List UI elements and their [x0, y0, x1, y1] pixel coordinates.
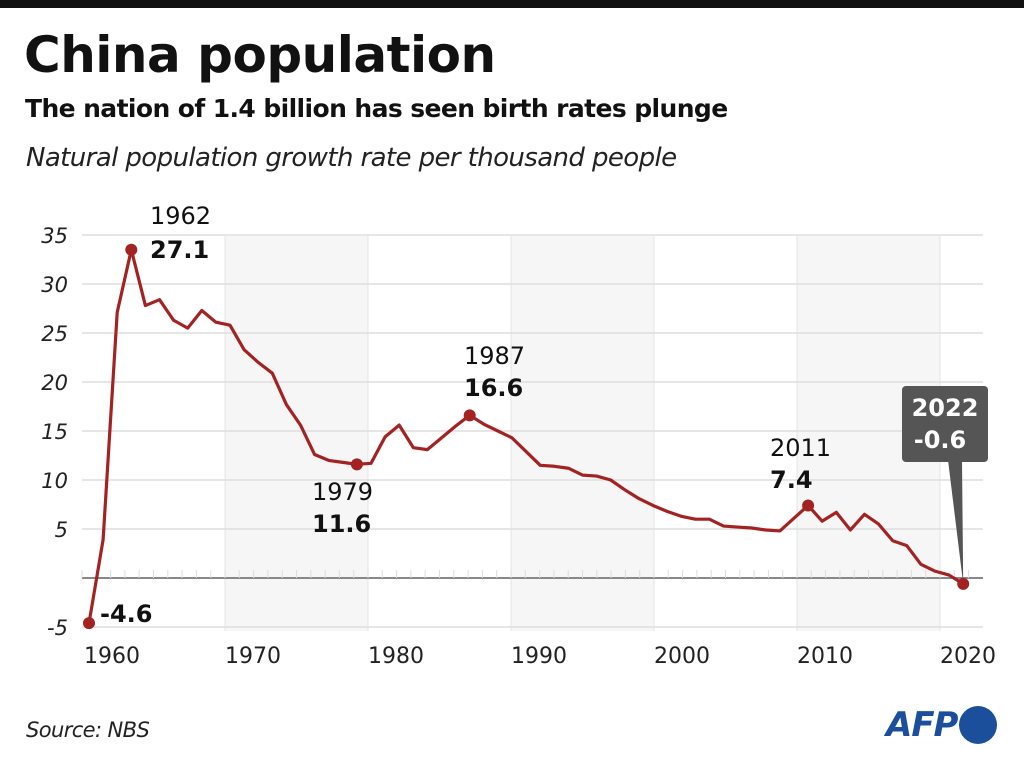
chart-unit-label: Natural population growth rate per thous… [26, 143, 677, 173]
afp-logo-text: AFP [886, 705, 958, 745]
annotation-year: 1987 [464, 342, 525, 370]
y-tick-label: 10 [41, 469, 68, 493]
x-tick-label: 2000 [654, 644, 710, 669]
annotation-year: 1979 [312, 478, 373, 506]
x-tick-label: 2010 [797, 644, 853, 669]
x-tick-label: 1990 [511, 644, 567, 669]
annotation-value: 11.6 [312, 510, 371, 538]
annotation-value: 27.1 [150, 236, 209, 264]
chart-subtitle: The nation of 1.4 billion has seen birth… [25, 94, 728, 123]
data-point-marker [802, 499, 815, 512]
annotation-value: 7.4 [770, 466, 813, 494]
annotation-value: 16.6 [464, 374, 523, 402]
afp-logo: AFP [886, 705, 998, 745]
annotation-year: 2011 [770, 434, 831, 462]
data-point-marker [350, 458, 363, 471]
data-point-marker [463, 409, 476, 422]
y-tick-label: 20 [41, 371, 68, 395]
afp-logo-dot-icon [959, 706, 998, 744]
chart-title: China population [24, 26, 496, 84]
x-tick-label: 1970 [225, 644, 281, 669]
y-tick-label: 35 [41, 224, 68, 248]
callout-value: -0.6 [914, 426, 966, 454]
shaded-decade-band [225, 236, 368, 631]
top-rule [0, 0, 1024, 8]
x-tick-label: 1980 [368, 644, 424, 669]
line-chart: 35 30 25 20 15 10 5 -5 1960 1970 1980 1990 2000 2010 2… [41, 202, 996, 669]
y-tick-label: 25 [41, 322, 68, 346]
callout-box [902, 386, 988, 462]
shaded-decade-band [511, 236, 654, 631]
callout-year: 2022 [912, 394, 979, 422]
callout-pointer [948, 460, 964, 584]
x-tick-label: 1960 [84, 644, 140, 669]
annotation-year: 1962 [150, 202, 211, 230]
data-point-marker [83, 617, 95, 630]
y-tick-label: 30 [41, 273, 68, 297]
annotation-value: -4.6 [100, 600, 152, 628]
x-tick-label: 2020 [940, 644, 996, 669]
y-tick-label: 5 [55, 518, 68, 542]
y-tick-label: -5 [47, 616, 68, 640]
data-point-marker [957, 577, 970, 590]
source-note: Source: NBS [26, 718, 150, 742]
y-tick-label: 15 [41, 420, 68, 444]
series-line [87, 248, 965, 624]
data-point-marker [125, 243, 138, 256]
